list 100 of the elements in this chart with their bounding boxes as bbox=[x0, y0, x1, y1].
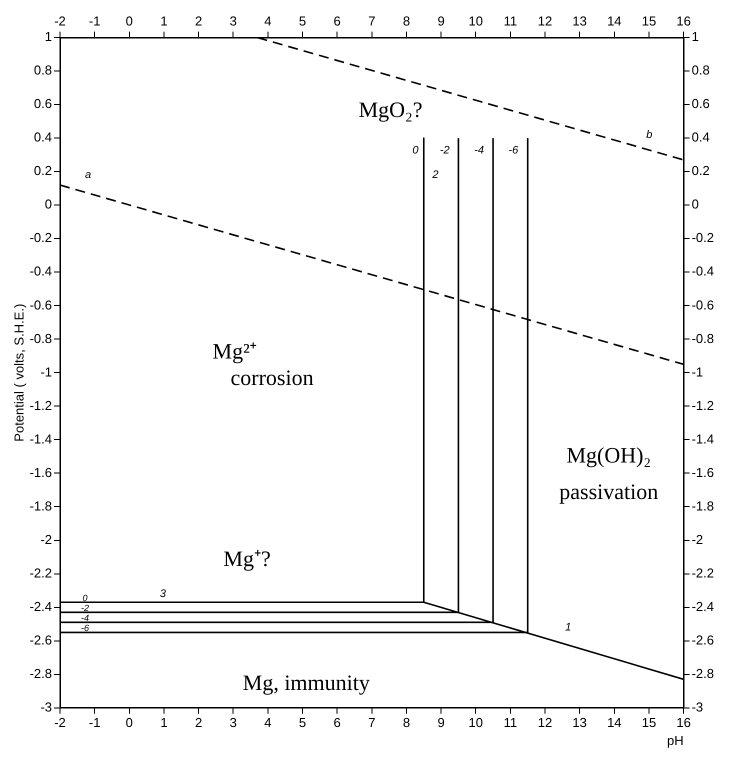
x-tick-label: 16 bbox=[676, 715, 691, 730]
y-tick-label: -0.8 bbox=[30, 330, 52, 346]
x2-tick-label: 13 bbox=[572, 13, 587, 28]
y2-tick-label: -3 bbox=[692, 699, 704, 714]
x-tick-label: 12 bbox=[538, 715, 552, 730]
x2-tick-label: 2 bbox=[194, 13, 202, 28]
x-tick-label: 11 bbox=[504, 715, 518, 730]
annotation: b bbox=[646, 128, 652, 141]
x2-tick-label: 16 bbox=[676, 13, 691, 28]
x2-tick-label: 9 bbox=[437, 13, 445, 28]
y2-tick-label: -1.8 bbox=[692, 498, 714, 514]
x2-tick-label: 5 bbox=[298, 13, 306, 28]
y2-tick-label: -2.2 bbox=[692, 565, 714, 580]
x2-tick-label: 7 bbox=[368, 13, 376, 28]
y2-tick-label: -0.8 bbox=[692, 330, 714, 346]
y-tick-label: -1.2 bbox=[30, 398, 52, 413]
y2-tick-label: -0.4 bbox=[692, 264, 714, 279]
y-tick-label: -0.4 bbox=[30, 264, 52, 279]
x-tick-label: 7 bbox=[368, 715, 376, 730]
x2-tick-label: 1 bbox=[160, 13, 168, 28]
y-tick-label: -2.6 bbox=[30, 632, 52, 648]
x2-tick-label: 4 bbox=[264, 13, 272, 28]
y-tick-label: -2.4 bbox=[30, 598, 52, 614]
y-tick-label: 0.6 bbox=[34, 96, 52, 112]
x2-tick-label: 12 bbox=[538, 13, 552, 28]
annotation: -6 bbox=[80, 623, 89, 634]
annotation: passivation bbox=[559, 479, 658, 504]
x-tick-label: 13 bbox=[572, 715, 587, 730]
y2-tick-label: 0.2 bbox=[692, 163, 710, 178]
x-tick-label: 4 bbox=[264, 715, 272, 730]
x-tick-label: 1 bbox=[160, 715, 168, 730]
annotation: 1 bbox=[565, 621, 572, 634]
y-tick-label: -2.2 bbox=[30, 565, 52, 580]
x-tick-label: -1 bbox=[88, 715, 100, 730]
y-tick-label: -0.2 bbox=[30, 230, 52, 246]
annotation: 2 bbox=[431, 169, 438, 182]
y2-tick-label: -1.4 bbox=[692, 431, 714, 446]
y2-tick-label: -1.2 bbox=[692, 398, 714, 413]
y2-tick-label: -0.6 bbox=[692, 297, 714, 312]
y2-tick-label: -2.4 bbox=[692, 598, 714, 614]
x-tick-label: 5 bbox=[298, 715, 306, 730]
annotation: a bbox=[85, 169, 92, 182]
x-tick-label: 10 bbox=[468, 715, 483, 730]
y-tick-label: 0.2 bbox=[34, 163, 52, 178]
y-tick-label: -3 bbox=[40, 699, 52, 714]
y-tick-label: 0.4 bbox=[34, 130, 52, 145]
x-tick-label: 9 bbox=[437, 715, 445, 730]
x2-tick-label: 8 bbox=[402, 13, 410, 28]
y-tick-label: -1.6 bbox=[30, 464, 52, 480]
annotation: Mg²⁺ bbox=[212, 338, 257, 364]
x2-tick-label: 14 bbox=[607, 13, 622, 28]
y2-tick-label: 0.8 bbox=[692, 62, 710, 78]
y-tick-label: -0.6 bbox=[30, 297, 52, 312]
x2-tick-label: 10 bbox=[468, 13, 483, 28]
x2-tick-label: 0 bbox=[126, 13, 133, 28]
y-tick-label: 0 bbox=[44, 196, 52, 212]
x-tick-label: 8 bbox=[402, 715, 410, 730]
y2-tick-label: -0.2 bbox=[692, 230, 714, 246]
annotation: MgO₂? bbox=[358, 97, 422, 122]
annotation: Mg⁺? bbox=[223, 546, 271, 572]
annotation: Mg, immunity bbox=[242, 670, 370, 696]
x-tick-label: 0 bbox=[126, 715, 133, 730]
annotation: corrosion bbox=[230, 365, 314, 390]
x-tick-label: 3 bbox=[230, 715, 237, 730]
x2-tick-label: 11 bbox=[504, 13, 518, 28]
y-tick-label: 0.8 bbox=[34, 62, 52, 78]
annotation: -2 bbox=[440, 144, 450, 156]
y2-tick-label: -1 bbox=[692, 364, 704, 380]
x-tick-label: 6 bbox=[334, 715, 341, 730]
y2-tick-label: -2.6 bbox=[692, 632, 714, 648]
y-tick-label: -1.8 bbox=[30, 498, 52, 514]
x2-tick-label: -2 bbox=[54, 13, 66, 28]
y2-tick-label: 0 bbox=[692, 196, 699, 212]
y-tick-label: -2 bbox=[40, 532, 52, 547]
annotation: Mg(OH)₂ bbox=[566, 442, 652, 468]
y-tick-label: -1 bbox=[40, 364, 52, 380]
x-tick-label: 14 bbox=[607, 715, 622, 730]
x2-tick-label: 6 bbox=[334, 13, 341, 28]
y-tick-label: -1.4 bbox=[30, 431, 52, 446]
annotation: -4 bbox=[80, 613, 89, 624]
y2-tick-label: -1.6 bbox=[692, 464, 714, 480]
y2-tick-label: 0.6 bbox=[692, 96, 710, 112]
y2-tick-label: -2.8 bbox=[692, 666, 714, 681]
x2-tick-label: -1 bbox=[88, 13, 100, 28]
annotation: -6 bbox=[508, 144, 520, 156]
annotation: 3 bbox=[160, 588, 167, 600]
annotation: 0 bbox=[412, 144, 420, 156]
y2-tick-label: -2 bbox=[692, 532, 704, 547]
annotation: -4 bbox=[474, 144, 484, 156]
x-tick-label: 2 bbox=[194, 715, 202, 730]
y-tick-label: 1 bbox=[44, 29, 52, 44]
y2-tick-label: 0.4 bbox=[692, 130, 710, 145]
annotation: -2 bbox=[80, 603, 89, 614]
y-tick-label: -2.8 bbox=[30, 666, 52, 681]
y2-tick-label: 1 bbox=[692, 29, 699, 44]
annotation: 0 bbox=[82, 593, 88, 604]
x2-tick-label: 15 bbox=[642, 13, 656, 28]
x-tick-label: 15 bbox=[642, 715, 656, 730]
y-axis-title: Potential ( volts, S.H.E.) bbox=[11, 304, 26, 442]
x-axis-title: pH bbox=[666, 732, 684, 748]
